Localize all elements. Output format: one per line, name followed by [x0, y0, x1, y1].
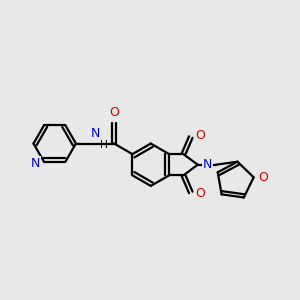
Text: H: H: [100, 140, 108, 150]
Text: O: O: [109, 106, 119, 119]
Text: O: O: [258, 171, 268, 184]
Text: N: N: [203, 158, 212, 171]
Text: O: O: [195, 129, 205, 142]
Text: O: O: [195, 187, 205, 200]
Text: N: N: [31, 157, 40, 169]
Text: N: N: [90, 127, 100, 140]
